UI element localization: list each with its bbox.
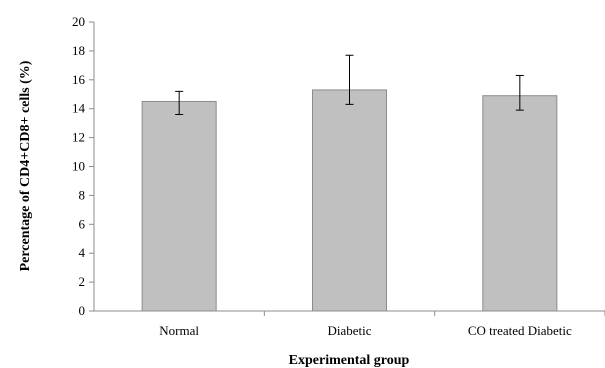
bar <box>482 95 558 312</box>
y-tick-label: 8 <box>79 187 86 202</box>
y-tick-label: 16 <box>72 72 86 87</box>
y-tick-label: 14 <box>72 101 86 116</box>
x-axis-title: Experimental group <box>289 353 410 368</box>
y-tick-label: 20 <box>72 14 85 29</box>
y-tick-label: 2 <box>79 274 86 289</box>
y-tick-label: 10 <box>72 159 85 174</box>
x-tick-label: CO treated Diabetic <box>468 323 572 338</box>
x-tick-label: Normal <box>159 323 199 338</box>
y-tick-label: 0 <box>79 303 86 318</box>
bar <box>312 89 387 312</box>
y-tick-label: 6 <box>79 216 86 231</box>
plot-area: 0 2 4 6 8 10 12 14 16 18 20 Normal Diabetic CO treate… <box>72 14 605 338</box>
y-tick-label: 4 <box>79 245 86 260</box>
y-tick-label: 18 <box>72 43 85 58</box>
y-tick-label: 12 <box>72 130 85 145</box>
y-axis-title: Percentage of CD4+CD8+ cells (%) <box>18 60 33 271</box>
x-tick-label: Diabetic <box>327 323 371 338</box>
bar <box>141 100 217 312</box>
